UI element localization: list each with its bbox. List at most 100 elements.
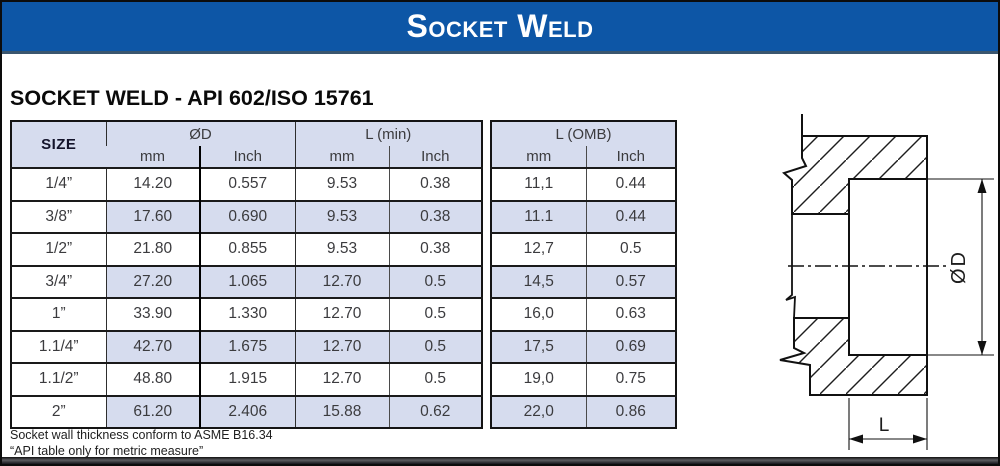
top-banner: Socket Weld xyxy=(2,2,998,54)
cell-od-inch: 1.330 xyxy=(200,297,296,331)
cell-lomb-mm: 14,5 xyxy=(491,264,587,298)
footnote-line-2: “API table only for metric measure” xyxy=(10,443,204,458)
omb-table: L (OMB) mm Inch 11,1 0.44 11.1 0.44 12,7 0.5 1… xyxy=(490,120,677,429)
cell-lomb-mm: 17,5 xyxy=(491,329,587,363)
bottom-bar xyxy=(2,457,998,464)
cell-od-inch: 1.675 xyxy=(200,329,296,363)
cell-lmin-mm: 12.70 xyxy=(295,362,390,396)
cell-od-mm: 42.70 xyxy=(106,329,201,363)
cell-od-inch: 0.690 xyxy=(200,199,296,233)
cell-od-inch: 0.557 xyxy=(200,167,296,201)
cell-lomb-inch: 0.69 xyxy=(586,329,676,363)
cell-lmin-inch: 0.38 xyxy=(389,167,482,201)
cell-lmin-inch: 0.38 xyxy=(389,232,482,266)
main-table-body: 1/4” 14.20 0.557 9.53 0.38 3/8” 17.60 0.690 9.53… xyxy=(11,167,482,428)
cell-lmin-inch: 0.5 xyxy=(389,362,482,396)
cell-lmin-inch: 0.62 xyxy=(389,394,482,428)
table-header-group-row: SIZE ØD L (min) xyxy=(11,121,482,168)
omb-table-row: 14,5 0.57 xyxy=(491,264,676,298)
table-row: 1” 33.90 1.330 12.70 0.5 xyxy=(11,297,482,331)
dimensions-table: SIZE ØD L (min) mm Inch mm Inch 1/4” 14.2… xyxy=(10,120,483,429)
omb-table-row: 11.1 0.44 xyxy=(491,199,676,233)
cell-lomb-mm: 12,7 xyxy=(491,232,587,266)
cell-lmin-mm: 15.88 xyxy=(295,394,390,428)
pipe-bore-left-wall xyxy=(785,214,796,319)
omb-table-row: 16,0 0.63 xyxy=(491,297,676,331)
cell-lomb-mm: 16,0 xyxy=(491,297,587,331)
column-header-size: SIZE xyxy=(11,121,106,168)
cell-lmin-mm: 9.53 xyxy=(295,167,390,201)
cell-lmin-mm: 9.53 xyxy=(295,232,390,266)
table-row: 1.1/4” 42.70 1.675 12.70 0.5 xyxy=(11,329,482,363)
omb-table-body: 11,1 0.44 11.1 0.44 12,7 0.5 14,5 0.57 16,0 0.63 1… xyxy=(491,167,676,428)
cell-od-inch: 1.065 xyxy=(200,264,296,298)
cell-lomb-inch: 0.44 xyxy=(586,167,676,201)
lower-wall-section xyxy=(779,317,928,396)
cell-od-mm: 33.90 xyxy=(106,297,201,331)
cell-lomb-mm: 11,1 xyxy=(491,167,587,201)
cell-lmin-inch: 0.5 xyxy=(389,264,482,298)
cell-lmin-mm: 9.53 xyxy=(295,199,390,233)
table-row: 3/4” 27.20 1.065 12.70 0.5 xyxy=(11,264,482,298)
cell-od-inch: 0.855 xyxy=(200,232,296,266)
cell-size: 1.1/4” xyxy=(11,329,107,363)
cell-od-mm: 27.20 xyxy=(106,264,201,298)
cell-od-mm: 61.20 xyxy=(106,394,201,428)
cell-size: 3/8” xyxy=(11,199,107,233)
cell-lomb-mm: 22,0 xyxy=(491,394,587,428)
omb-table-row: 17,5 0.69 xyxy=(491,329,676,363)
column-group-lmin: L (min) xyxy=(295,121,482,146)
cell-lmin-inch: 0.38 xyxy=(389,199,482,233)
cell-od-mm: 14.20 xyxy=(106,167,201,201)
cell-lomb-inch: 0.44 xyxy=(586,199,676,233)
arrowhead-right xyxy=(913,434,927,444)
cell-lmin-mm: 12.70 xyxy=(295,329,390,363)
cell-od-inch: 1.915 xyxy=(200,362,296,396)
table-row: 3/8” 17.60 0.690 9.53 0.38 xyxy=(11,199,482,233)
arrowhead-left xyxy=(849,434,863,444)
column-header-lmin-inch: Inch xyxy=(389,146,482,168)
cell-lomb-mm: 19,0 xyxy=(491,362,587,396)
cell-lmin-mm: 12.70 xyxy=(295,264,390,298)
cell-od-inch: 2.406 xyxy=(200,394,296,428)
dim-label-length: L xyxy=(879,415,890,436)
cell-lomb-inch: 0.63 xyxy=(586,297,676,331)
cell-od-mm: 48.80 xyxy=(106,362,201,396)
arrowhead-down xyxy=(977,341,987,355)
footnote-line-1: Socket wall thickness conform to ASME B1… xyxy=(10,428,273,442)
table-row: 1.1/2” 48.80 1.915 12.70 0.5 xyxy=(11,362,482,396)
cell-od-mm: 21.80 xyxy=(106,232,201,266)
omb-table-row: 22,0 0.86 xyxy=(491,394,676,428)
table-row: 1/4” 14.20 0.557 9.53 0.38 xyxy=(11,167,482,201)
page-title: SOCKET WELD - API 602/ISO 15761 xyxy=(10,86,374,110)
omb-header-sub-row: mm Inch xyxy=(491,146,676,168)
cell-lomb-inch: 0.86 xyxy=(586,394,676,428)
cell-lomb-inch: 0.75 xyxy=(586,362,676,396)
column-header-od-mm: mm xyxy=(106,146,201,168)
column-group-lomb: L (OMB) xyxy=(491,121,676,146)
table-row: 1/2” 21.80 0.855 9.53 0.38 xyxy=(11,232,482,266)
omb-table-row: 19,0 0.75 xyxy=(491,362,676,396)
cell-lmin-mm: 12.70 xyxy=(295,297,390,331)
omb-table-row: 11,1 0.44 xyxy=(491,167,676,201)
cell-lomb-mm: 11.1 xyxy=(491,199,587,233)
omb-header-group-row: L (OMB) xyxy=(491,121,676,146)
arrowhead-up xyxy=(977,179,987,193)
banner-title: Socket Weld xyxy=(406,8,594,44)
cell-lomb-inch: 0.57 xyxy=(586,264,676,298)
column-header-lmin-mm: mm xyxy=(295,146,390,168)
table-header-sub-row: mm Inch mm Inch xyxy=(11,146,482,168)
cell-size: 2” xyxy=(11,394,107,428)
cell-od-mm: 17.60 xyxy=(106,199,201,233)
footnotes: Socket wall thickness conform to ASME B1… xyxy=(10,428,273,459)
socket-weld-cross-section-drawing: ØD L xyxy=(779,114,994,450)
cell-size: 1/2” xyxy=(11,232,107,266)
omb-table-row: 12,7 0.5 xyxy=(491,232,676,266)
column-header-lomb-inch: Inch xyxy=(586,146,676,168)
column-group-od: ØD xyxy=(105,121,296,146)
cell-size: 3/4” xyxy=(11,264,107,298)
cell-size: 1” xyxy=(11,297,107,331)
dim-label-diameter: ØD xyxy=(948,250,970,284)
cell-lmin-inch: 0.5 xyxy=(389,297,482,331)
